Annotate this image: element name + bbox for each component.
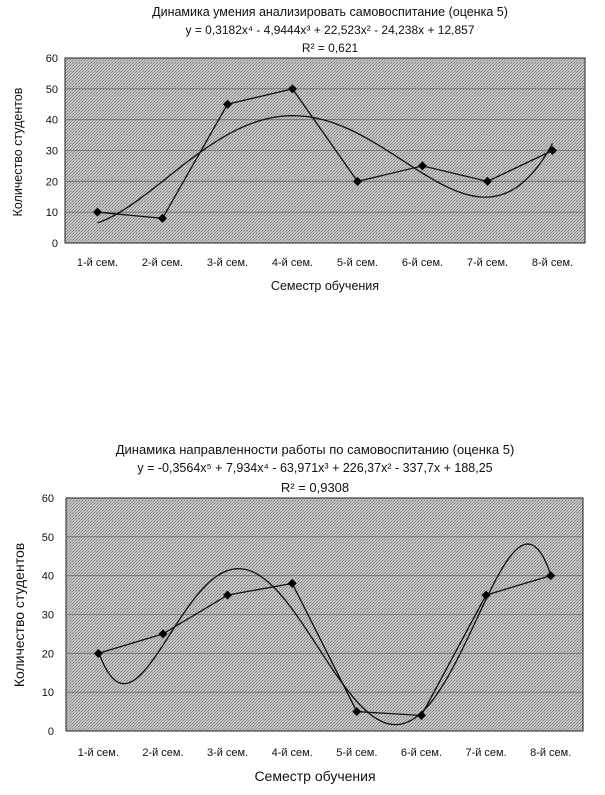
x-tick-label: 3-й сем. bbox=[207, 747, 248, 759]
chart1-trend-equation: y = 0,3182x⁴ - 4,9444x³ + 22,523x² - 24,… bbox=[185, 23, 474, 37]
x-tick-label: 4-й сем. bbox=[272, 257, 313, 269]
data-point-marker bbox=[223, 99, 232, 109]
chart1-y-axis-label: Количество студентов bbox=[11, 87, 25, 216]
y-tick-label: 40 bbox=[46, 115, 58, 127]
data-point-marker bbox=[158, 213, 167, 223]
chart2-plot: 0 10 20 30 40 50 60 1-й сем. 2-й сем. 3-й сем. 4-й… bbox=[42, 493, 584, 759]
chart2-title: Динамика направленности работы по самово… bbox=[116, 442, 515, 457]
series-line bbox=[97, 88, 553, 220]
data-point-marker bbox=[481, 590, 491, 600]
data-point-marker bbox=[546, 571, 556, 581]
x-tick-label: 5-й сем. bbox=[337, 257, 378, 269]
chart1-r-squared: R² = 0,621 bbox=[302, 41, 359, 55]
y-tick-label: 30 bbox=[42, 610, 54, 622]
x-tick-label: 2-й сем. bbox=[142, 747, 183, 759]
data-point-marker bbox=[548, 146, 557, 155]
y-tick-label: 10 bbox=[42, 687, 54, 699]
y-tick-label: 60 bbox=[46, 53, 58, 65]
chart2-x-axis-label: Семестр обучения bbox=[254, 768, 375, 784]
x-tick-label: 6-й сем. bbox=[401, 747, 442, 759]
y-tick-label: 40 bbox=[42, 571, 54, 583]
data-point-marker bbox=[483, 176, 492, 186]
chart1-plot: 0 10 20 30 40 50 60 1-й сем. 2-й сем. 3-й сем. 4-й… bbox=[46, 53, 586, 269]
chart1-x-axis-label: Семестр обучения bbox=[271, 279, 379, 293]
x-tick-label: 6-й сем. bbox=[402, 257, 443, 269]
x-tick-label: 7-й сем. bbox=[467, 257, 508, 269]
x-tick-label: 2-й сем. bbox=[142, 257, 183, 269]
x-tick-label: 1-й сем. bbox=[77, 257, 118, 269]
series-line bbox=[98, 575, 551, 717]
chart2-r-squared: R² = 0,9308 bbox=[281, 480, 349, 495]
y-tick-label: 10 bbox=[46, 207, 58, 219]
data-point-marker bbox=[93, 207, 102, 217]
x-tick-label: 8-й сем. bbox=[530, 747, 571, 759]
x-tick-label: 3-й сем. bbox=[207, 257, 248, 269]
x-tick-label: 5-й сем. bbox=[336, 747, 377, 759]
y-tick-label: 60 bbox=[42, 493, 54, 505]
y-tick-label: 0 bbox=[52, 238, 58, 250]
data-point-marker bbox=[353, 176, 362, 186]
x-tick-label: 4-й сем. bbox=[272, 747, 313, 759]
y-tick-label: 20 bbox=[46, 176, 58, 188]
y-tick-label: 0 bbox=[48, 726, 54, 738]
y-tick-label: 50 bbox=[46, 84, 58, 96]
data-point-marker bbox=[158, 629, 168, 639]
x-tick-label: 7-й сем. bbox=[465, 747, 506, 759]
y-tick-label: 20 bbox=[42, 648, 54, 660]
x-tick-label: 8-й сем. bbox=[532, 257, 573, 269]
data-point-marker bbox=[418, 161, 427, 171]
trend-line bbox=[97, 115, 554, 224]
x-tick-label: 1-й сем. bbox=[78, 747, 119, 759]
trend-line bbox=[97, 543, 552, 726]
chart2-y-axis-label: Количество студентов bbox=[11, 543, 27, 687]
data-point-marker bbox=[288, 84, 297, 94]
data-point-marker bbox=[287, 578, 297, 588]
data-point-marker bbox=[416, 710, 426, 720]
y-tick-label: 30 bbox=[46, 146, 58, 158]
chart1-title: Динамика умения анализировать самовоспит… bbox=[152, 5, 508, 19]
data-point-marker bbox=[93, 648, 103, 658]
chart2-trend-equation: y = -0,3564x⁵ + 7,934x⁴ - 63,971x³ + 226… bbox=[137, 461, 492, 475]
data-point-marker bbox=[223, 590, 233, 600]
y-tick-label: 50 bbox=[42, 532, 54, 544]
data-point-marker bbox=[352, 707, 362, 717]
